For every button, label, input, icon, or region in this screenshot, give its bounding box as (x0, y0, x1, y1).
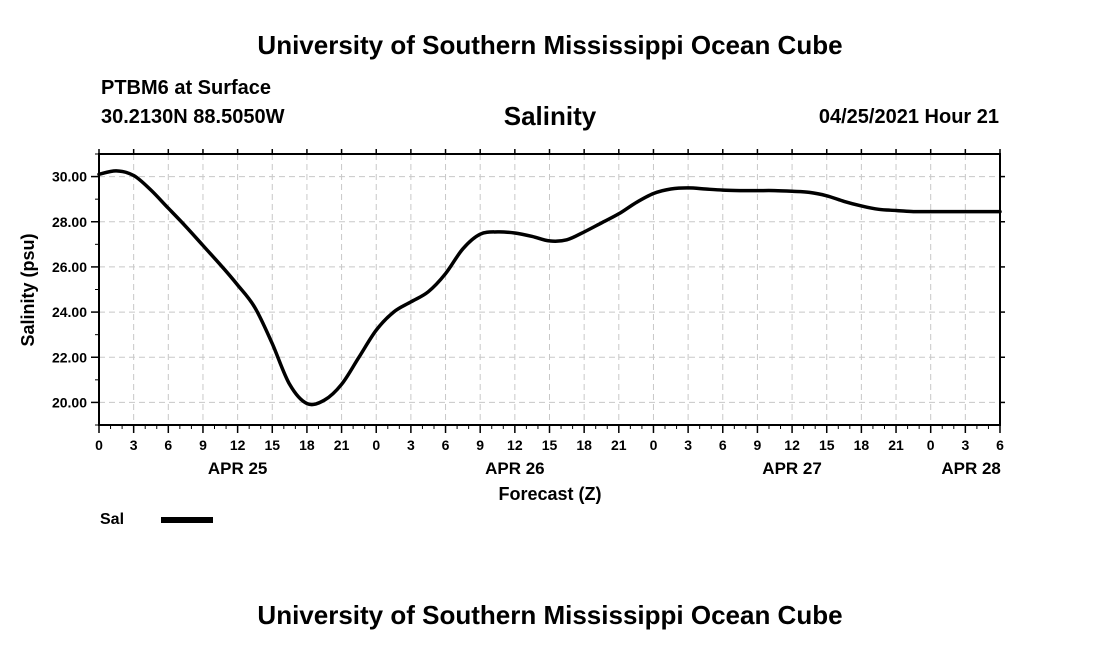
y-tick-label: 30.00 (52, 169, 87, 185)
x-tick-label: 6 (996, 437, 1004, 453)
x-tick-label: 0 (372, 437, 380, 453)
station-coordinates: 30.2130N 88.5050W (101, 106, 285, 128)
y-tick-label: 24.00 (52, 304, 87, 320)
y-axis-label: Salinity (psu) (18, 233, 38, 346)
y-tick-label: 20.00 (52, 394, 87, 410)
footer-title: University of Southern Mississippi Ocean… (257, 600, 843, 630)
x-tick-label: 21 (888, 437, 904, 453)
x-tick-label: 15 (819, 437, 835, 453)
date-label: APR 28 (941, 459, 1001, 478)
legend-label: Sal (100, 511, 125, 528)
x-tick-label: 9 (199, 437, 207, 453)
x-tick-label: 18 (854, 437, 870, 453)
x-tick-label: 15 (264, 437, 280, 453)
series-line-sal (97, 169, 1002, 407)
y-tick-label: 28.00 (52, 214, 87, 230)
date-label: APR 26 (485, 459, 545, 478)
y-tick-label: 26.00 (52, 259, 87, 275)
station-label: PTBM6 at Surface (101, 77, 272, 99)
date-label: APR 25 (208, 459, 268, 478)
plot-frame (98, 153, 1001, 426)
x-axis-label: Forecast (Z) (498, 484, 601, 504)
x-tick-label: 6 (164, 437, 172, 453)
x-tick-label: 3 (961, 437, 969, 453)
x-tick-label: 12 (230, 437, 246, 453)
x-tick-label: 15 (542, 437, 558, 453)
x-tick-label: 18 (299, 437, 315, 453)
valid-time: 04/25/2021 Hour 21 (818, 106, 999, 128)
x-tick-label: 9 (476, 437, 484, 453)
x-tick-label: 0 (95, 437, 103, 453)
x-tick-label: 21 (611, 437, 627, 453)
x-tick-label: 12 (784, 437, 800, 453)
x-tick-label: 3 (684, 437, 692, 453)
x-tick-label: 12 (507, 437, 523, 453)
legend-line-swatch (161, 517, 213, 523)
x-tick-label: 6 (442, 437, 450, 453)
page-title: University of Southern Mississippi Ocean… (257, 30, 843, 60)
date-label: APR 27 (762, 459, 822, 478)
x-tick-label: 18 (576, 437, 592, 453)
x-tick-label: 21 (334, 437, 350, 453)
y-tick-label: 22.00 (52, 349, 87, 365)
x-tick-label: 9 (754, 437, 762, 453)
chart-title: Salinity (503, 101, 597, 131)
x-tick-label: 3 (407, 437, 415, 453)
x-tick-label: 3 (130, 437, 138, 453)
x-tick-label: 0 (650, 437, 658, 453)
x-tick-label: 0 (927, 437, 935, 453)
x-tick-label: 6 (719, 437, 727, 453)
